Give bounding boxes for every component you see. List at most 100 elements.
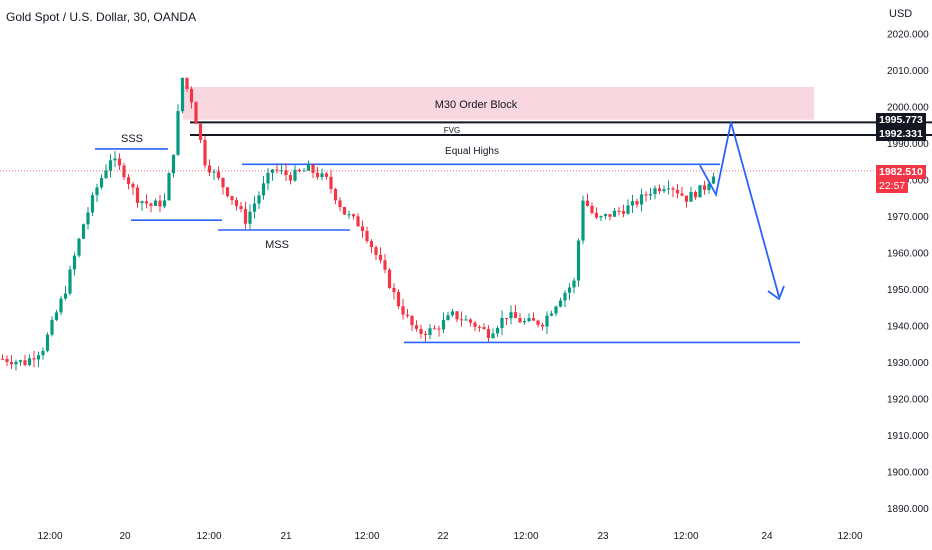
candle-body (171, 154, 176, 174)
candle (464, 315, 468, 321)
candle-body (648, 194, 653, 196)
order-block-zone (183, 86, 814, 120)
candle (603, 213, 608, 220)
candle-body (162, 200, 167, 207)
x-tick-label: 21 (280, 531, 292, 542)
candle-body (401, 306, 405, 315)
time-axis: 12:00 20 12:00 21 12:00 22 12:00 23 12:00 24 12:00 (37, 531, 862, 542)
candle (414, 320, 419, 332)
candle-body (117, 158, 122, 166)
candle (437, 325, 441, 337)
candle (36, 351, 41, 368)
candle (468, 318, 473, 327)
candle-body (410, 315, 414, 326)
candle (590, 202, 594, 215)
candle-body (95, 187, 99, 196)
candle-body (63, 293, 68, 299)
candle-body (630, 201, 635, 206)
candle (108, 154, 113, 178)
candle (527, 313, 531, 323)
candle-body (603, 214, 608, 217)
candle-body (14, 361, 18, 365)
candle (158, 194, 162, 212)
candle-body (293, 169, 297, 181)
candle-body (707, 183, 711, 190)
candle (608, 214, 612, 221)
candle-body (428, 328, 432, 336)
candle-body (32, 358, 36, 360)
candle-body (662, 189, 666, 192)
candle-body (239, 206, 243, 209)
candle-body (216, 171, 221, 178)
candle-body (230, 196, 234, 201)
candle (572, 277, 576, 294)
candle-body (455, 311, 459, 320)
candle (365, 226, 369, 244)
candle (351, 213, 356, 220)
candle (311, 163, 315, 179)
candle-body (135, 187, 140, 203)
x-tick-label: 23 (597, 531, 609, 542)
candle-body (5, 358, 9, 363)
candle (342, 206, 347, 215)
candle (293, 164, 297, 182)
y-tick-label: 1910.000 (887, 431, 929, 442)
candle (99, 174, 104, 190)
candle-body (59, 298, 63, 313)
candle-body (99, 178, 104, 188)
candle-body (531, 318, 536, 321)
candle-body (248, 211, 252, 224)
candle-body (180, 77, 185, 112)
chart-title: Gold Spot / U.S. Dollar, 30, OANDA (6, 10, 197, 24)
candle (117, 153, 122, 170)
candle-body (0, 358, 5, 360)
candle (126, 174, 131, 190)
candle (459, 311, 464, 327)
y-tick-label: 1930.000 (887, 358, 929, 369)
y-tick-label: 1990.000 (887, 139, 929, 150)
candle (324, 171, 329, 180)
candle-body (702, 185, 707, 190)
candle (545, 311, 549, 335)
bar-countdown-tag: 22:57 (876, 179, 909, 193)
candle (549, 310, 554, 317)
candle (558, 297, 563, 308)
candle-body (441, 319, 446, 330)
candle (635, 198, 639, 208)
candles-layer (0, 77, 716, 371)
candle (288, 172, 293, 185)
candle (77, 237, 81, 258)
candle-body (104, 170, 108, 179)
candle (455, 310, 459, 323)
candle-body (185, 77, 189, 89)
candle-body (360, 226, 365, 231)
candle-body (599, 216, 603, 218)
candle-body (671, 188, 675, 190)
candle (284, 163, 288, 181)
candle (612, 208, 617, 217)
candle-body (644, 194, 648, 196)
candle-body (45, 334, 50, 351)
x-tick-label: 12:00 (354, 531, 379, 542)
candle (180, 77, 185, 114)
candle-body (378, 254, 383, 261)
notes-layer: M30 Order Block FVG Equal Highs SSS MSS (121, 99, 518, 251)
x-tick-label: 24 (761, 531, 773, 542)
candle-body (18, 360, 23, 362)
candle-body (315, 172, 320, 178)
candle-body (392, 287, 396, 292)
candle (221, 177, 225, 195)
candle-body (207, 165, 212, 173)
candle (54, 309, 59, 322)
candle-body (486, 329, 491, 339)
candle-body (446, 315, 450, 320)
candle (225, 186, 230, 198)
candle-body (464, 319, 468, 321)
candle-body (477, 326, 482, 328)
candle (81, 223, 86, 240)
candle (266, 167, 270, 191)
candle-body (72, 255, 77, 270)
y-tick-label: 1890.000 (887, 504, 929, 515)
candle (306, 160, 311, 171)
